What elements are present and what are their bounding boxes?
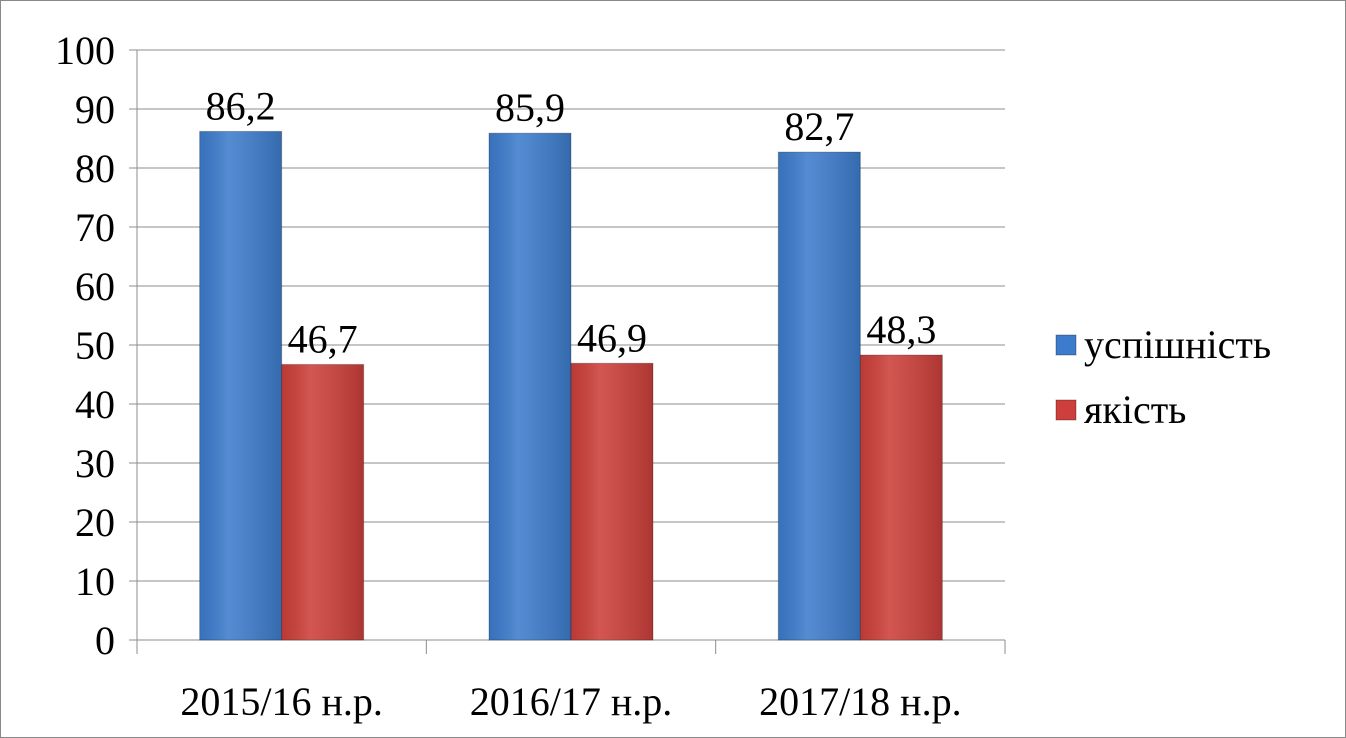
legend-swatch [1055, 399, 1077, 421]
y-tick-label: 10 [75, 559, 115, 604]
bar [777, 151, 861, 641]
bar [199, 130, 283, 641]
legend-label: якість [1084, 387, 1186, 432]
legend-swatch [1055, 334, 1077, 356]
y-tick-label: 80 [75, 146, 115, 191]
y-tick-label: 70 [75, 205, 115, 250]
y-tick-label: 60 [75, 264, 115, 309]
bar [859, 354, 943, 641]
data-label: 48,3 [866, 307, 936, 352]
bar [488, 132, 572, 641]
data-label: 82,7 [784, 104, 854, 149]
x-tick-label: 2017/18 н.р. [759, 679, 962, 724]
bar [570, 362, 654, 641]
y-tick-label: 100 [55, 28, 115, 73]
y-tick-label: 0 [95, 618, 115, 663]
y-tick-label: 90 [75, 87, 115, 132]
data-label: 86,2 [206, 83, 276, 128]
x-tick-label: 2015/16 н.р. [180, 679, 383, 724]
x-tick-label: 2016/17 н.р. [470, 679, 673, 724]
y-tick-label: 50 [75, 323, 115, 368]
data-label: 46,7 [288, 316, 358, 361]
data-label: 46,9 [577, 315, 647, 360]
y-tick-label: 20 [75, 500, 115, 545]
y-tick-label: 40 [75, 382, 115, 427]
data-label: 85,9 [495, 85, 565, 130]
bar [281, 363, 365, 641]
legend-label: успішність [1084, 322, 1271, 367]
y-tick-label: 30 [75, 441, 115, 486]
